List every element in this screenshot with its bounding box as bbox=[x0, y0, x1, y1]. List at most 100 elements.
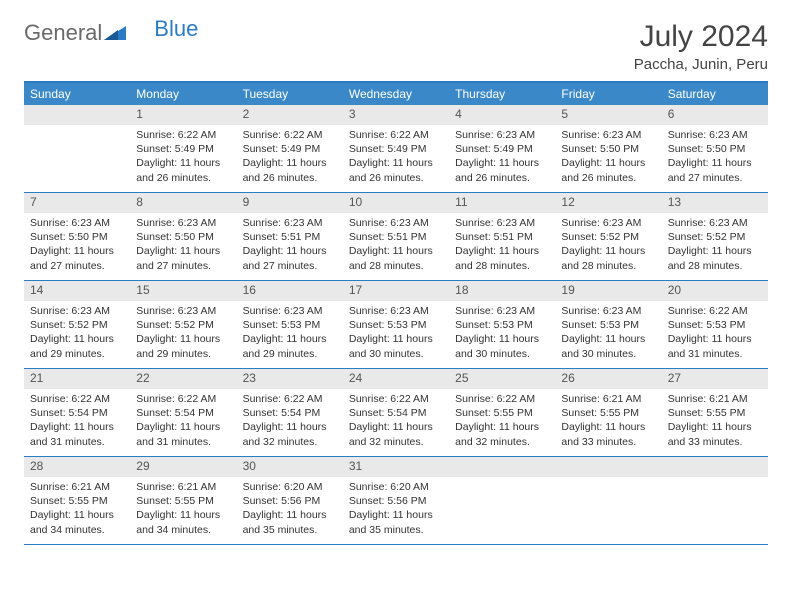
sunrise-text: Sunrise: 6:23 AM bbox=[455, 216, 549, 230]
sunrise-text: Sunrise: 6:23 AM bbox=[30, 304, 124, 318]
day-number-row: 78910111213 bbox=[24, 193, 768, 213]
sunrise-text: Sunrise: 6:21 AM bbox=[136, 480, 230, 494]
sunrise-text: Sunrise: 6:23 AM bbox=[561, 128, 655, 142]
day-cell: Sunrise: 6:23 AMSunset: 5:52 PMDaylight:… bbox=[662, 213, 768, 280]
week-row: Sunrise: 6:23 AMSunset: 5:50 PMDaylight:… bbox=[24, 213, 768, 281]
day-number bbox=[662, 457, 768, 477]
day-number: 20 bbox=[662, 281, 768, 301]
sunset-text: Sunset: 5:53 PM bbox=[349, 318, 443, 332]
daylight-text: Daylight: 11 hours and 28 minutes. bbox=[668, 244, 762, 272]
day-number: 9 bbox=[237, 193, 343, 213]
sunrise-text: Sunrise: 6:22 AM bbox=[136, 128, 230, 142]
day-cell: Sunrise: 6:22 AMSunset: 5:54 PMDaylight:… bbox=[130, 389, 236, 456]
sunset-text: Sunset: 5:49 PM bbox=[455, 142, 549, 156]
sunset-text: Sunset: 5:54 PM bbox=[349, 406, 443, 420]
sunrise-text: Sunrise: 6:22 AM bbox=[243, 392, 337, 406]
weeks-container: 123456Sunrise: 6:22 AMSunset: 5:49 PMDay… bbox=[24, 105, 768, 545]
day-number: 23 bbox=[237, 369, 343, 389]
day-number: 18 bbox=[449, 281, 555, 301]
day-number-row: 21222324252627 bbox=[24, 369, 768, 389]
day-number bbox=[449, 457, 555, 477]
day-cell: Sunrise: 6:23 AMSunset: 5:50 PMDaylight:… bbox=[555, 125, 661, 192]
sunset-text: Sunset: 5:50 PM bbox=[668, 142, 762, 156]
sunrise-text: Sunrise: 6:22 AM bbox=[455, 392, 549, 406]
day-cell: Sunrise: 6:21 AMSunset: 5:55 PMDaylight:… bbox=[555, 389, 661, 456]
day-cell: Sunrise: 6:21 AMSunset: 5:55 PMDaylight:… bbox=[662, 389, 768, 456]
day-cell: Sunrise: 6:23 AMSunset: 5:53 PMDaylight:… bbox=[555, 301, 661, 368]
calendar: Sunday Monday Tuesday Wednesday Thursday… bbox=[24, 81, 768, 545]
day-cell: Sunrise: 6:23 AMSunset: 5:52 PMDaylight:… bbox=[24, 301, 130, 368]
title-block: July 2024 Paccha, Junin, Peru bbox=[634, 20, 768, 73]
brand-logo: General Blue bbox=[24, 20, 198, 46]
sunset-text: Sunset: 5:52 PM bbox=[30, 318, 124, 332]
daylight-text: Daylight: 11 hours and 26 minutes. bbox=[561, 156, 655, 184]
page-title: July 2024 bbox=[634, 20, 768, 54]
sunrise-text: Sunrise: 6:20 AM bbox=[349, 480, 443, 494]
day-cell: Sunrise: 6:23 AMSunset: 5:51 PMDaylight:… bbox=[343, 213, 449, 280]
day-number: 5 bbox=[555, 105, 661, 125]
page-subtitle: Paccha, Junin, Peru bbox=[634, 56, 768, 73]
daylight-text: Daylight: 11 hours and 32 minutes. bbox=[455, 420, 549, 448]
sunrise-text: Sunrise: 6:23 AM bbox=[455, 304, 549, 318]
day-number: 16 bbox=[237, 281, 343, 301]
daylight-text: Daylight: 11 hours and 28 minutes. bbox=[455, 244, 549, 272]
day-number: 29 bbox=[130, 457, 236, 477]
sunset-text: Sunset: 5:50 PM bbox=[136, 230, 230, 244]
day-number: 19 bbox=[555, 281, 661, 301]
day-number: 10 bbox=[343, 193, 449, 213]
sunset-text: Sunset: 5:50 PM bbox=[30, 230, 124, 244]
day-cell: Sunrise: 6:23 AMSunset: 5:51 PMDaylight:… bbox=[237, 213, 343, 280]
day-number: 1 bbox=[130, 105, 236, 125]
daylight-text: Daylight: 11 hours and 26 minutes. bbox=[243, 156, 337, 184]
day-number: 8 bbox=[130, 193, 236, 213]
sunset-text: Sunset: 5:55 PM bbox=[668, 406, 762, 420]
daylight-text: Daylight: 11 hours and 32 minutes. bbox=[243, 420, 337, 448]
day-number: 14 bbox=[24, 281, 130, 301]
day-cell: Sunrise: 6:23 AMSunset: 5:52 PMDaylight:… bbox=[130, 301, 236, 368]
daylight-text: Daylight: 11 hours and 27 minutes. bbox=[243, 244, 337, 272]
sunrise-text: Sunrise: 6:20 AM bbox=[243, 480, 337, 494]
daylight-text: Daylight: 11 hours and 28 minutes. bbox=[349, 244, 443, 272]
day-number: 31 bbox=[343, 457, 449, 477]
daylight-text: Daylight: 11 hours and 32 minutes. bbox=[349, 420, 443, 448]
sunset-text: Sunset: 5:53 PM bbox=[668, 318, 762, 332]
sunset-text: Sunset: 5:52 PM bbox=[136, 318, 230, 332]
day-cell: Sunrise: 6:22 AMSunset: 5:54 PMDaylight:… bbox=[343, 389, 449, 456]
sunset-text: Sunset: 5:54 PM bbox=[243, 406, 337, 420]
day-number: 27 bbox=[662, 369, 768, 389]
day-number: 2 bbox=[237, 105, 343, 125]
week-row: Sunrise: 6:22 AMSunset: 5:54 PMDaylight:… bbox=[24, 389, 768, 457]
day-name: Thursday bbox=[449, 83, 555, 105]
sunset-text: Sunset: 5:54 PM bbox=[136, 406, 230, 420]
sunset-text: Sunset: 5:56 PM bbox=[243, 494, 337, 508]
day-cell: Sunrise: 6:23 AMSunset: 5:50 PMDaylight:… bbox=[24, 213, 130, 280]
sunset-text: Sunset: 5:50 PM bbox=[561, 142, 655, 156]
daylight-text: Daylight: 11 hours and 29 minutes. bbox=[136, 332, 230, 360]
day-cell: Sunrise: 6:22 AMSunset: 5:54 PMDaylight:… bbox=[237, 389, 343, 456]
day-cell bbox=[555, 477, 661, 544]
sunset-text: Sunset: 5:49 PM bbox=[243, 142, 337, 156]
sunrise-text: Sunrise: 6:23 AM bbox=[30, 216, 124, 230]
sunrise-text: Sunrise: 6:21 AM bbox=[30, 480, 124, 494]
sunset-text: Sunset: 5:51 PM bbox=[455, 230, 549, 244]
logo-triangle-icon bbox=[104, 20, 126, 46]
sunrise-text: Sunrise: 6:23 AM bbox=[455, 128, 549, 142]
day-number: 21 bbox=[24, 369, 130, 389]
daylight-text: Daylight: 11 hours and 34 minutes. bbox=[136, 508, 230, 536]
day-cell: Sunrise: 6:23 AMSunset: 5:53 PMDaylight:… bbox=[237, 301, 343, 368]
day-cell bbox=[24, 125, 130, 192]
sunrise-text: Sunrise: 6:22 AM bbox=[349, 392, 443, 406]
daylight-text: Daylight: 11 hours and 26 minutes. bbox=[349, 156, 443, 184]
day-name: Monday bbox=[130, 83, 236, 105]
sunset-text: Sunset: 5:55 PM bbox=[455, 406, 549, 420]
brand-part1: General bbox=[24, 20, 102, 46]
page-header: General Blue July 2024 Paccha, Junin, Pe… bbox=[24, 20, 768, 73]
daylight-text: Daylight: 11 hours and 26 minutes. bbox=[455, 156, 549, 184]
day-cell: Sunrise: 6:21 AMSunset: 5:55 PMDaylight:… bbox=[24, 477, 130, 544]
day-cell: Sunrise: 6:22 AMSunset: 5:55 PMDaylight:… bbox=[449, 389, 555, 456]
sunrise-text: Sunrise: 6:21 AM bbox=[668, 392, 762, 406]
sunset-text: Sunset: 5:53 PM bbox=[243, 318, 337, 332]
day-name: Friday bbox=[555, 83, 661, 105]
day-cell bbox=[662, 477, 768, 544]
sunset-text: Sunset: 5:49 PM bbox=[349, 142, 443, 156]
